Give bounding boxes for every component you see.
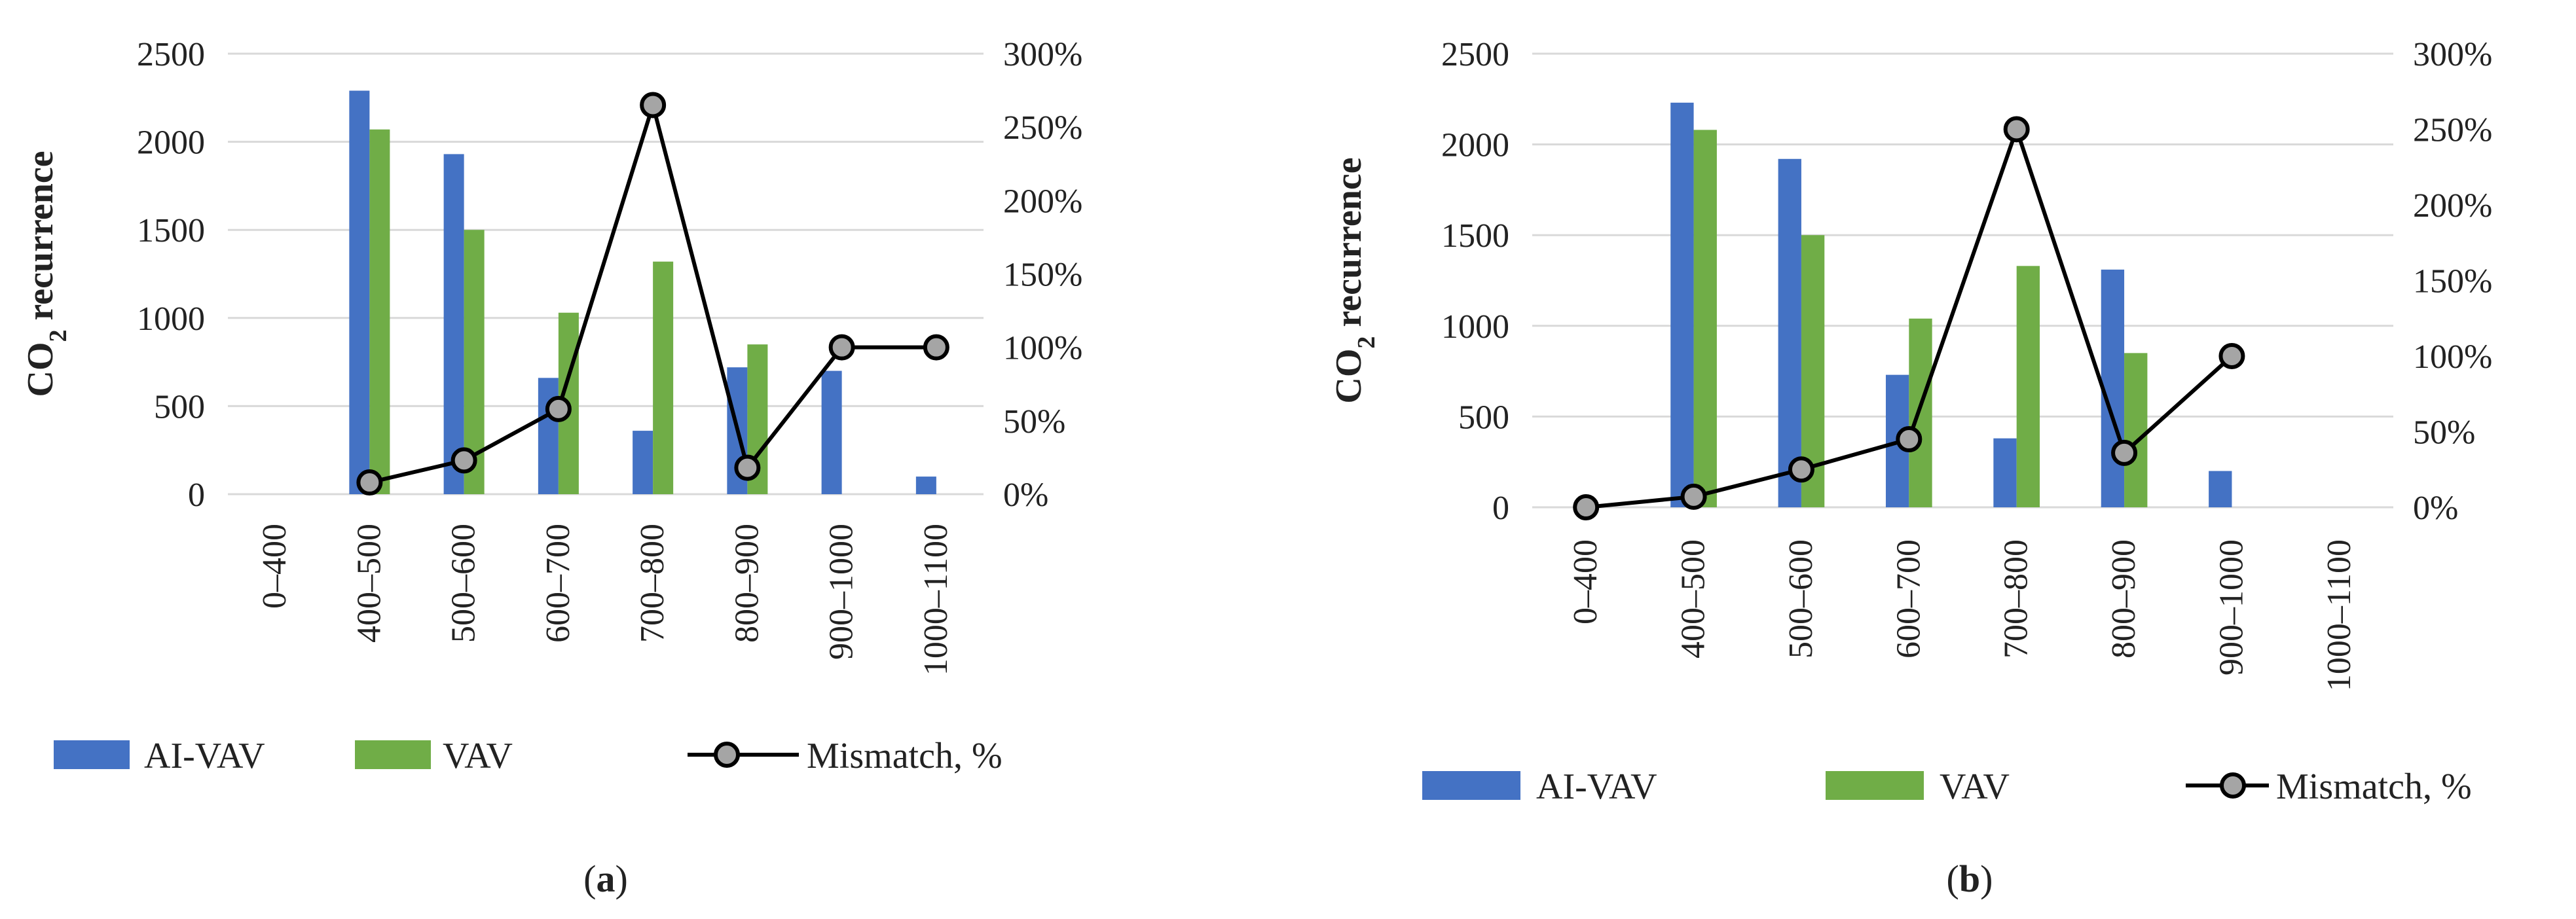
y-tick-label: 1500 [1441,217,1509,255]
legend-marker-mismatch [714,742,740,768]
x-tick-label: 0–400 [256,524,293,609]
mismatch-point [1788,456,1814,483]
legend-label-ai-vav: AI-VAV [144,736,265,776]
legend-swatch-vav [355,740,431,769]
y2-tick-label: 150% [1003,257,1082,294]
legend-label-ai-vav: AI-VAV [1536,766,1657,807]
mismatch-point [451,447,477,474]
y-tick-label: 2000 [137,124,205,162]
y2-tick-label: 0% [2413,490,2458,527]
y2-tick-label: 100% [2413,338,2492,376]
mismatch-point [545,395,572,422]
legend-marker-mismatch [2220,772,2246,799]
y2-tick-label: 300% [2413,36,2492,73]
bar-vav [1909,318,1932,507]
x-tick-label: 800–900 [728,524,765,643]
legend-label-mismatch: Mismatch, % [2276,766,2472,807]
bar-ai-vav [915,477,936,494]
y-tick-label: 500 [1458,399,1509,436]
y-tick-label: 0 [188,477,205,514]
bar-ai-vav [821,370,842,494]
y2-tick-label: 300% [1003,36,1082,73]
mismatch-point [1896,426,1923,453]
legend-swatch-ai-vav [54,740,130,769]
y2-tick-label: 100% [1003,330,1082,367]
x-tick-label: 600–700 [1890,539,1927,658]
legend-label-vav: VAV [1940,766,2010,807]
x-tick-label: 500–600 [1782,539,1820,658]
mismatch-point [828,334,855,361]
bar-vav [2124,353,2148,507]
panel-caption: (b) [1947,857,1993,900]
bar-ai-vav [1993,438,2017,507]
y2-tick-label: 250% [2413,112,2492,149]
bar-ai-vav [633,431,653,494]
y-tick-label: 2000 [1441,127,1509,164]
x-tick-label: 700–800 [1998,539,2035,658]
bar-ai-vav [2101,269,2125,507]
bar-vav [2016,266,2040,507]
x-tick-label: 600–700 [540,524,577,643]
panel-caption: (a) [583,857,628,900]
bar-vav [653,261,674,494]
bar-vav [369,129,390,495]
x-tick-label: 900–1000 [823,524,860,660]
bar-vav [1693,130,1717,507]
bar-ai-vav [349,90,370,495]
y-tick-label: 1000 [1441,308,1509,346]
y-axis-label: CO2 recurrence [20,151,72,397]
legend-swatch-vav [1826,771,1924,800]
mismatch-point [734,454,761,481]
x-tick-label: 1000–1100 [917,524,955,676]
y-tick-label: 1000 [137,300,205,338]
legend-label-mismatch: Mismatch, % [807,736,1003,776]
chart-b: 0 500 1000 1500 2000 2500 0% 50% 100% 150% 200% 250… [1329,36,2492,900]
bar-ai-vav [538,378,559,494]
mismatch-point [1680,483,1707,510]
legend: AI-VAV VAV Mismatch, % [54,736,1003,776]
legend-label-vav: VAV [443,736,513,776]
y-tick-label: 500 [154,388,205,425]
mismatch-point [2111,439,2138,466]
y2-tick-label: 0% [1003,477,1048,514]
legend: AI-VAV VAV Mismatch, % [1422,766,2472,807]
mismatch-point [356,469,383,496]
mismatch-point [2218,343,2245,369]
bar-ai-vav [1778,158,1801,507]
bar-ai-vav [443,154,464,495]
y-tick-label: 0 [1492,490,1509,527]
y2-tick-label: 200% [2413,187,2492,225]
x-tick-label: 1000–1100 [2321,539,2358,691]
x-tick-label: 400–500 [1675,539,1712,658]
x-tick-label: 400–500 [350,524,388,643]
mismatch-point [640,92,667,118]
x-tick-label: 900–1000 [2213,539,2250,676]
y-tick-label: 2500 [137,36,205,73]
y2-tick-label: 250% [1003,109,1082,147]
y-tick-label: 1500 [137,212,205,249]
y2-tick-label: 50% [1003,403,1065,441]
mismatch-point [1573,494,1600,520]
x-tick-label: 700–800 [634,524,671,643]
x-tick-label: 0–400 [1567,539,1604,624]
mismatch-point [2003,116,2030,143]
x-tick-label: 800–900 [2105,539,2143,658]
mismatch-point [923,334,949,361]
y2-tick-label: 150% [2413,263,2492,300]
y-tick-label: 2500 [1441,36,1509,73]
legend-swatch-ai-vav [1422,771,1520,800]
y2-tick-label: 50% [2413,414,2475,452]
y2-tick-label: 200% [1003,183,1082,220]
bar-ai-vav [1670,102,1694,507]
y-axis-label: CO2 recurrence [1329,157,1380,403]
x-tick-label: 500–600 [445,524,483,643]
bar-ai-vav [2209,471,2232,507]
chart-a: 0 500 1000 1500 2000 2500 0% 50% 100% 150% 200% 250… [20,36,1082,900]
